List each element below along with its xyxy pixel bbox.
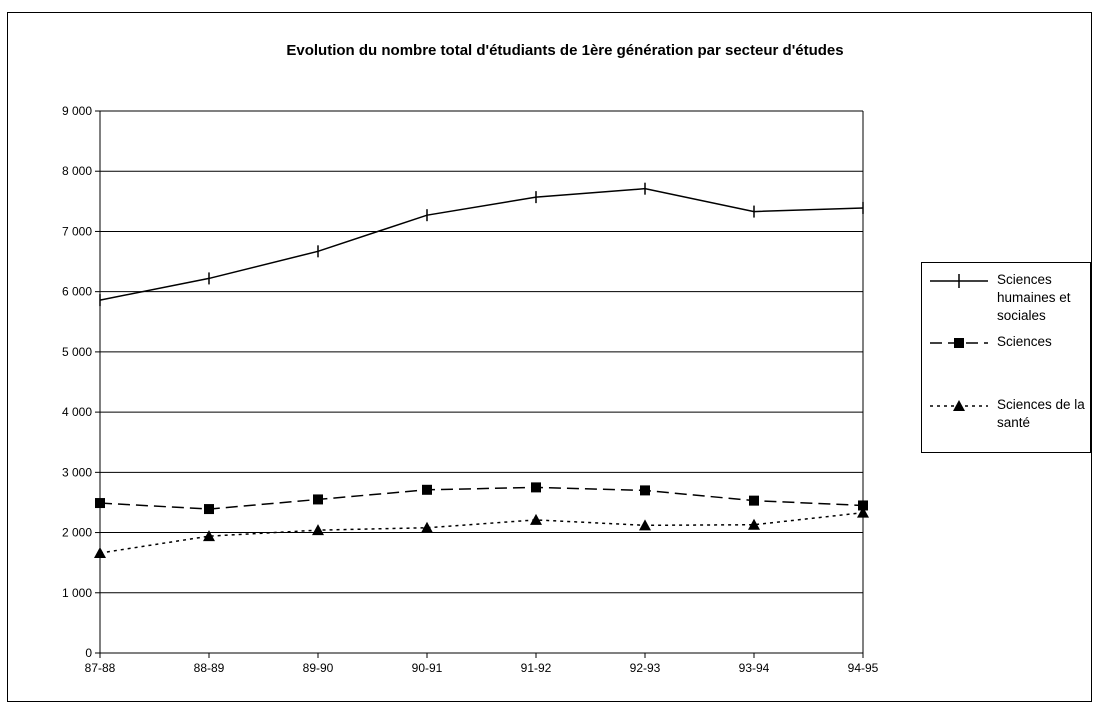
series-layer <box>94 182 869 559</box>
data-point <box>640 485 650 496</box>
x-tick-label: 89-90 <box>303 661 334 675</box>
y-tick-label: 6 000 <box>62 285 92 299</box>
legend: Sciences humaines et sociales Sciences S… <box>921 262 1091 453</box>
y-tick-label: 9 000 <box>62 104 92 118</box>
y-tick-label: 8 000 <box>62 164 92 178</box>
y-tick-label: 5 000 <box>62 345 92 359</box>
gridlines <box>100 110 863 594</box>
x-tick-label: 90-91 <box>412 661 443 675</box>
data-point <box>857 506 869 518</box>
data-point <box>748 518 760 530</box>
y-tick-label: 4 000 <box>62 405 92 419</box>
data-point <box>95 498 105 509</box>
y-tick-label: 3 000 <box>62 465 92 479</box>
series-2 <box>95 482 868 515</box>
x-tick-label: 91-92 <box>521 661 552 675</box>
chart-title: Evolution du nombre total d'étudiants de… <box>286 42 844 59</box>
axes <box>95 110 864 658</box>
data-point <box>94 547 106 559</box>
data-point <box>531 482 541 493</box>
chart-frame <box>7 12 1092 702</box>
data-point <box>313 494 323 505</box>
legend-label: Sciences <box>997 334 1052 349</box>
data-point <box>421 521 433 533</box>
data-point <box>639 519 651 531</box>
y-tick-label: 2 000 <box>62 526 92 540</box>
x-tick-label: 94-95 <box>848 661 879 675</box>
legend-swatch-square <box>930 338 988 348</box>
tick-labels: 0 1 000 2 000 3 000 4 000 5 000 6 000 7 000 8 00… <box>62 104 879 675</box>
data-point <box>858 500 868 511</box>
data-point <box>749 495 759 506</box>
x-tick-label: 88-89 <box>194 661 225 675</box>
data-point <box>204 504 214 515</box>
legend-swatch-plus <box>930 274 988 288</box>
data-point <box>422 484 432 495</box>
y-tick-label: 1 000 <box>62 586 92 600</box>
series-line <box>99 187 864 301</box>
y-tick-label: 0 <box>85 646 92 660</box>
legend-label: Sciences de la santé <box>997 397 1085 430</box>
x-tick-label: 93-94 <box>739 661 770 675</box>
x-tick-label: 92-93 <box>630 661 661 675</box>
series-line <box>99 486 864 510</box>
y-tick-label: 7 000 <box>62 224 92 238</box>
data-point <box>312 524 324 536</box>
data-point <box>530 513 542 525</box>
series-1 <box>99 182 864 307</box>
legend-label: Sciences humaines et sociales <box>997 272 1071 323</box>
x-tick-label: 87-88 <box>85 661 116 675</box>
series-line <box>99 511 864 554</box>
data-point <box>203 530 215 542</box>
legend-swatch-triangle <box>930 400 988 411</box>
series-3 <box>94 506 869 559</box>
